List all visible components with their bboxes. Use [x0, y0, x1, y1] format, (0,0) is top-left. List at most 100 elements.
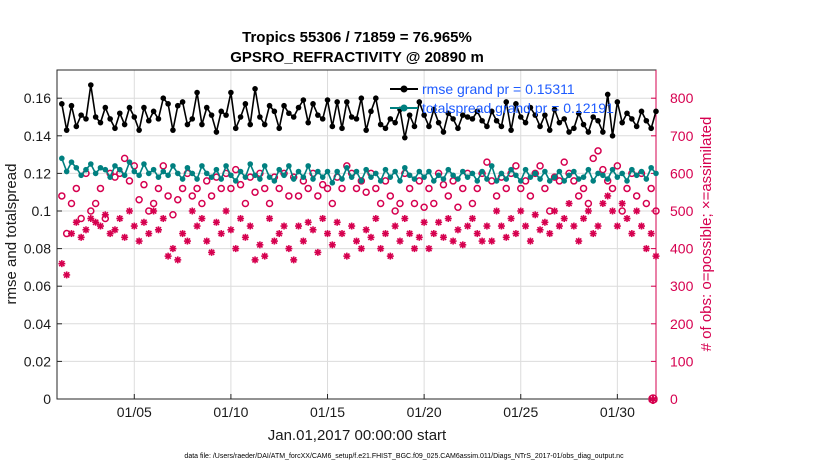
rmse-point [353, 116, 360, 122]
obs-assimilated-point [198, 215, 206, 223]
rmse-point [474, 108, 481, 115]
rmse-point [116, 110, 123, 117]
y-right-zero-possible-marker [648, 394, 658, 404]
rmse-point [585, 129, 592, 135]
obs-possible-point [149, 199, 158, 208]
rmse-point [633, 123, 640, 130]
obs-assimilated-point [150, 207, 158, 215]
obs-assimilated-point [295, 222, 303, 230]
spread-point [107, 174, 113, 180]
rmse-point [527, 104, 534, 111]
rmse-point [237, 114, 244, 120]
obs-assimilated-point [275, 230, 283, 238]
rmse-point [290, 114, 297, 120]
spread-point [203, 170, 210, 177]
y-tick-label: 0.04 [24, 316, 51, 332]
obs-possible-point [207, 192, 216, 200]
rmse-point [339, 125, 345, 132]
rmse-point [643, 117, 650, 124]
spread-point [440, 176, 447, 182]
obs-assimilated-point [555, 222, 563, 230]
obs-possible-point [265, 199, 274, 208]
obs-assimilated-point [63, 271, 71, 279]
obs-assimilated-point [425, 245, 433, 253]
line-series [59, 82, 659, 186]
obs-assimilated-point [203, 237, 211, 245]
legend-spread-label: totalspread grand pr = 0.12191 [422, 100, 614, 116]
obs-assimilated-point [551, 207, 559, 215]
obs-possible-point [140, 180, 148, 189]
obs-assimilated-point [580, 215, 588, 223]
spread-point [464, 174, 471, 180]
obs-possible-point [72, 184, 81, 193]
spread-point [92, 170, 99, 177]
rmse-point [435, 119, 442, 126]
obs-assimilated-point [560, 215, 568, 223]
spread-point [513, 172, 519, 179]
obs-assimilated-point [473, 230, 481, 238]
spread-point [184, 164, 191, 171]
rmse-point [484, 123, 490, 130]
spread-point [290, 176, 297, 182]
obs-possible-point [512, 162, 520, 170]
y-tick-label: 0.16 [24, 90, 51, 106]
obs-assimilated-point [575, 237, 583, 245]
spread-point [363, 166, 369, 173]
spread-point [455, 176, 461, 182]
spread-point [116, 166, 123, 173]
obs-possible-point [198, 199, 206, 208]
spread-point [286, 163, 292, 169]
spread-point [83, 166, 89, 173]
rmse-point [218, 108, 225, 115]
spread-point [150, 166, 157, 173]
obs-assimilated-point [541, 218, 549, 226]
obs-assimilated-point [217, 230, 225, 238]
obs-possible-point [468, 199, 477, 208]
spread-point [469, 170, 476, 177]
rmse-line [61, 84, 657, 138]
spread-point [78, 172, 84, 179]
obs-assimilated-point [353, 237, 360, 245]
obs-assimilated-point [613, 222, 621, 230]
spread-point [377, 178, 384, 184]
obs-possible-point [91, 199, 100, 208]
obs-possible-point [135, 195, 143, 204]
rmse-point [416, 99, 423, 105]
x-tick-label: 01/10 [213, 404, 248, 420]
rmse-point [295, 104, 302, 111]
rmse-point [503, 99, 510, 105]
rmse-point [571, 125, 577, 132]
obs-possible-point [430, 199, 438, 208]
rmse-point [580, 121, 587, 128]
obs-possible-point [217, 184, 225, 193]
rmse-point [609, 133, 616, 139]
obs-assimilated-point [174, 256, 182, 264]
rmse-point [619, 119, 625, 126]
spread-point [459, 168, 466, 175]
spread-point [112, 163, 118, 169]
rmse-point [136, 127, 142, 133]
obs-possible-point [526, 192, 535, 200]
y-tick-label: 0 [43, 391, 51, 407]
rmse-point [319, 116, 326, 122]
rmse-point [300, 97, 307, 103]
spread-point [165, 172, 171, 179]
spread-point [411, 176, 418, 182]
rmse-point [464, 114, 471, 120]
spread-point [319, 174, 326, 180]
rmse-point [455, 125, 461, 132]
rmse-point [232, 125, 239, 132]
spread-point [261, 163, 268, 169]
spread-point [493, 178, 500, 184]
spread-point [257, 176, 263, 182]
rmse-point [203, 104, 210, 111]
y-right-tick-label: 400 [670, 241, 694, 257]
y-tick-label: 0.12 [24, 165, 51, 181]
rmse-point [189, 116, 196, 122]
rmse-point [63, 127, 70, 133]
obs-possible-point [285, 192, 293, 200]
obs-assimilated-point [415, 233, 423, 241]
obs-assimilated-point [507, 215, 515, 223]
obs-possible-point [352, 184, 361, 193]
